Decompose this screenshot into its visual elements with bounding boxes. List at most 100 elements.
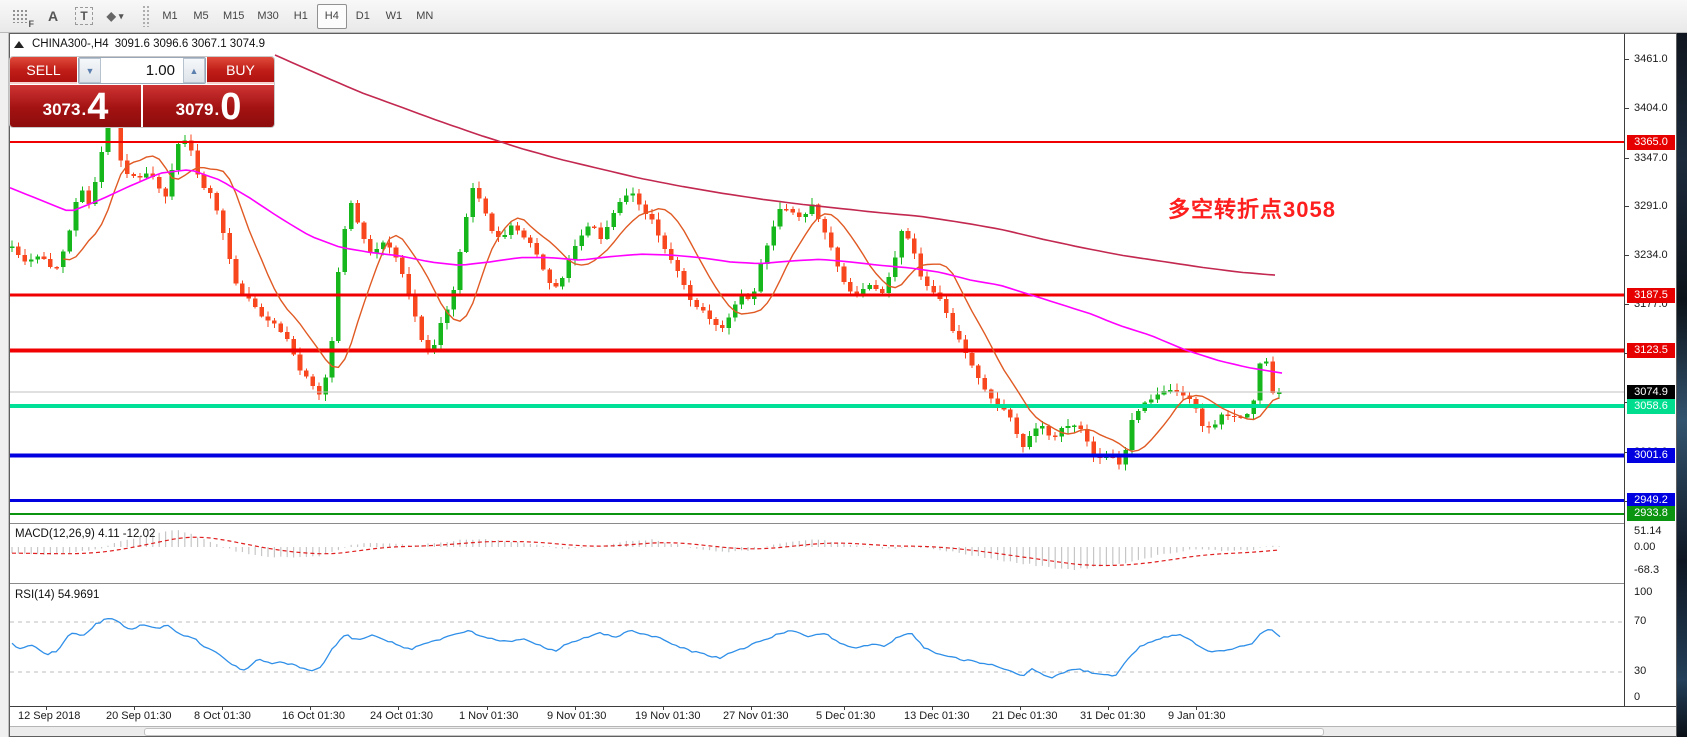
timeframe-button-m15[interactable]: M15 [223, 10, 245, 22]
hatch-f-label: F [28, 19, 35, 29]
time-tick-mark [398, 707, 399, 710]
price-tick-mark [1625, 158, 1629, 159]
time-axis-label: 31 Dec 01:30 [1080, 710, 1146, 722]
time-tick-mark [663, 707, 664, 710]
time-tick-mark [222, 707, 223, 710]
chevron-down-icon: ▾ [118, 10, 124, 21]
timeframe-button-w1[interactable]: W1 [385, 10, 403, 22]
time-tick-mark [46, 707, 47, 710]
chart-title-row: CHINA300-,H4 3091.6 3096.6 3067.1 3074.9 [14, 38, 265, 50]
hatch-fill-tool-icon[interactable]: F [5, 4, 35, 29]
time-axis-label: 12 Sep 2018 [18, 710, 81, 722]
rsi-label: RSI(14) 54.9691 [15, 589, 100, 601]
timeframe-button-d1[interactable]: D1 [355, 10, 370, 22]
buy-button[interactable]: BUY [207, 57, 274, 84]
time-axis-label: 19 Nov 01:30 [635, 710, 701, 722]
macd-scale-label: 51.14 [1634, 525, 1662, 537]
left-window-edge [0, 33, 9, 737]
price-tick-label: 3291.0 [1634, 200, 1668, 212]
timeframe-button-h1[interactable]: H1 [293, 10, 308, 22]
scrollbar-thumb[interactable] [144, 728, 1324, 736]
time-axis-label: 16 Oct 01:30 [282, 710, 345, 722]
hline-price-label: 3123.5 [1627, 343, 1675, 358]
hline-price-label: 3365.0 [1627, 135, 1675, 150]
hline-price-label: 3187.5 [1627, 288, 1675, 303]
time-axis: 12 Sep 2018 20 Sep 01:30 8 Oct 01:30 16 Oct… [10, 706, 1676, 726]
shapes-tool-icon[interactable]: ◆ ▾ [102, 4, 128, 28]
timeframe-button-h4[interactable]: H4 [316, 3, 347, 29]
current-price-label: 3074.9 [1627, 385, 1675, 400]
volume-decrease-button[interactable]: ▼ [79, 58, 101, 83]
time-axis-label: 13 Dec 01:30 [904, 710, 970, 722]
toolbar-separator [142, 5, 149, 27]
time-tick-mark [487, 707, 488, 710]
sell-price-display[interactable]: 3073 . 4 [10, 85, 141, 127]
text-tool-icon[interactable]: T [71, 4, 97, 28]
arrow-tool-icon[interactable]: A [40, 4, 66, 28]
diamond-icon: ◆ [106, 9, 116, 23]
price-tick-label: 3404.0 [1634, 102, 1668, 114]
hline-price-label: 3001.6 [1627, 448, 1675, 463]
sell-price-dot: . [81, 100, 87, 119]
time-axis-label: 5 Dec 01:30 [816, 710, 876, 722]
macd-scale-label: 0.00 [1634, 541, 1656, 553]
time-tick-mark [134, 707, 135, 710]
price-tick-mark [1625, 304, 1629, 305]
time-tick-mark [575, 707, 576, 710]
price-tick-label: 3234.0 [1634, 249, 1668, 261]
right-window-edge [1677, 33, 1687, 737]
one-click-trade-panel: SELL ▼ 1.00 ▲ BUY 3073 . 4 3079 . 0 [10, 57, 274, 127]
price-tick-mark [1625, 108, 1629, 109]
sell-price-base: 3073 [42, 100, 81, 119]
buy-price-dot: . [214, 100, 220, 119]
timeframe-group: M1 M5 M15 M30 H1 H4 D1 W1 MN [155, 3, 440, 29]
top-toolbar: F A T ◆ ▾ M1 M5 M15 M30 H1 H4 D1 W1 MN [0, 0, 1687, 33]
time-tick-mark [1020, 707, 1021, 710]
hline-price-label: 2949.2 [1627, 493, 1675, 508]
timeframe-button-m5[interactable]: M5 [193, 10, 209, 22]
volume-increase-button[interactable]: ▲ [183, 58, 205, 83]
macd-pane[interactable] [10, 524, 1624, 582]
rsi-scale-label: 30 [1634, 665, 1647, 677]
macd-scale-label: -68.3 [1634, 564, 1660, 576]
main-price-pane[interactable] [10, 34, 1624, 523]
price-tick-label: 3461.0 [1634, 53, 1668, 65]
rsi-pane[interactable] [10, 585, 1624, 706]
time-axis-label: 20 Sep 01:30 [106, 710, 172, 722]
chart-window: 多空转折点3058 CHINA300-,H4 3091.6 3096.6 306… [9, 33, 1677, 737]
hline-price-label: 2933.8 [1627, 506, 1675, 521]
pane-divider[interactable] [10, 583, 1676, 584]
time-tick-mark [1108, 707, 1109, 710]
timeframe-button-m30[interactable]: M30 [257, 10, 279, 22]
price-tick-label: 3347.0 [1634, 152, 1668, 164]
chart-symbol-title: CHINA300-,H4 [32, 38, 109, 50]
collapse-panel-icon[interactable] [14, 40, 24, 48]
buy-price-display[interactable]: 3079 . 0 [143, 85, 274, 127]
chart-annotation: 多空转折点3058 [1168, 197, 1336, 222]
pane-divider[interactable] [10, 523, 1676, 524]
price-tick-mark [1625, 206, 1629, 207]
time-axis-label: 21 Dec 01:30 [992, 710, 1058, 722]
rsi-scale-label: 70 [1634, 615, 1647, 627]
time-axis-label: 24 Oct 01:30 [370, 710, 433, 722]
dots-grid-icon [11, 9, 29, 23]
time-tick-mark [932, 707, 933, 710]
time-axis-label: 1 Nov 01:30 [459, 710, 519, 722]
time-axis-label: 9 Jan 01:30 [1168, 710, 1226, 722]
horizontal-scrollbar[interactable] [10, 726, 1676, 736]
timeframe-button-mn[interactable]: MN [416, 10, 434, 22]
volume-input[interactable]: 1.00 [145, 62, 175, 79]
price-tick-mark [1625, 255, 1629, 256]
time-tick-mark [751, 707, 752, 710]
time-tick-mark [310, 707, 311, 710]
chart-ohlc-values: 3091.6 3096.6 3067.1 3074.9 [114, 38, 265, 50]
hline-price-label: 3058.6 [1627, 399, 1675, 414]
time-axis-label: 27 Nov 01:30 [723, 710, 789, 722]
price-tick-mark [1625, 59, 1629, 60]
text-t-label: T [75, 7, 93, 25]
timeframe-button-m1[interactable]: M1 [162, 10, 178, 22]
arrow-a-label: A [47, 8, 59, 24]
buy-price-base: 3079 [175, 100, 214, 119]
sell-button[interactable]: SELL [10, 57, 77, 84]
time-tick-mark [844, 707, 845, 710]
